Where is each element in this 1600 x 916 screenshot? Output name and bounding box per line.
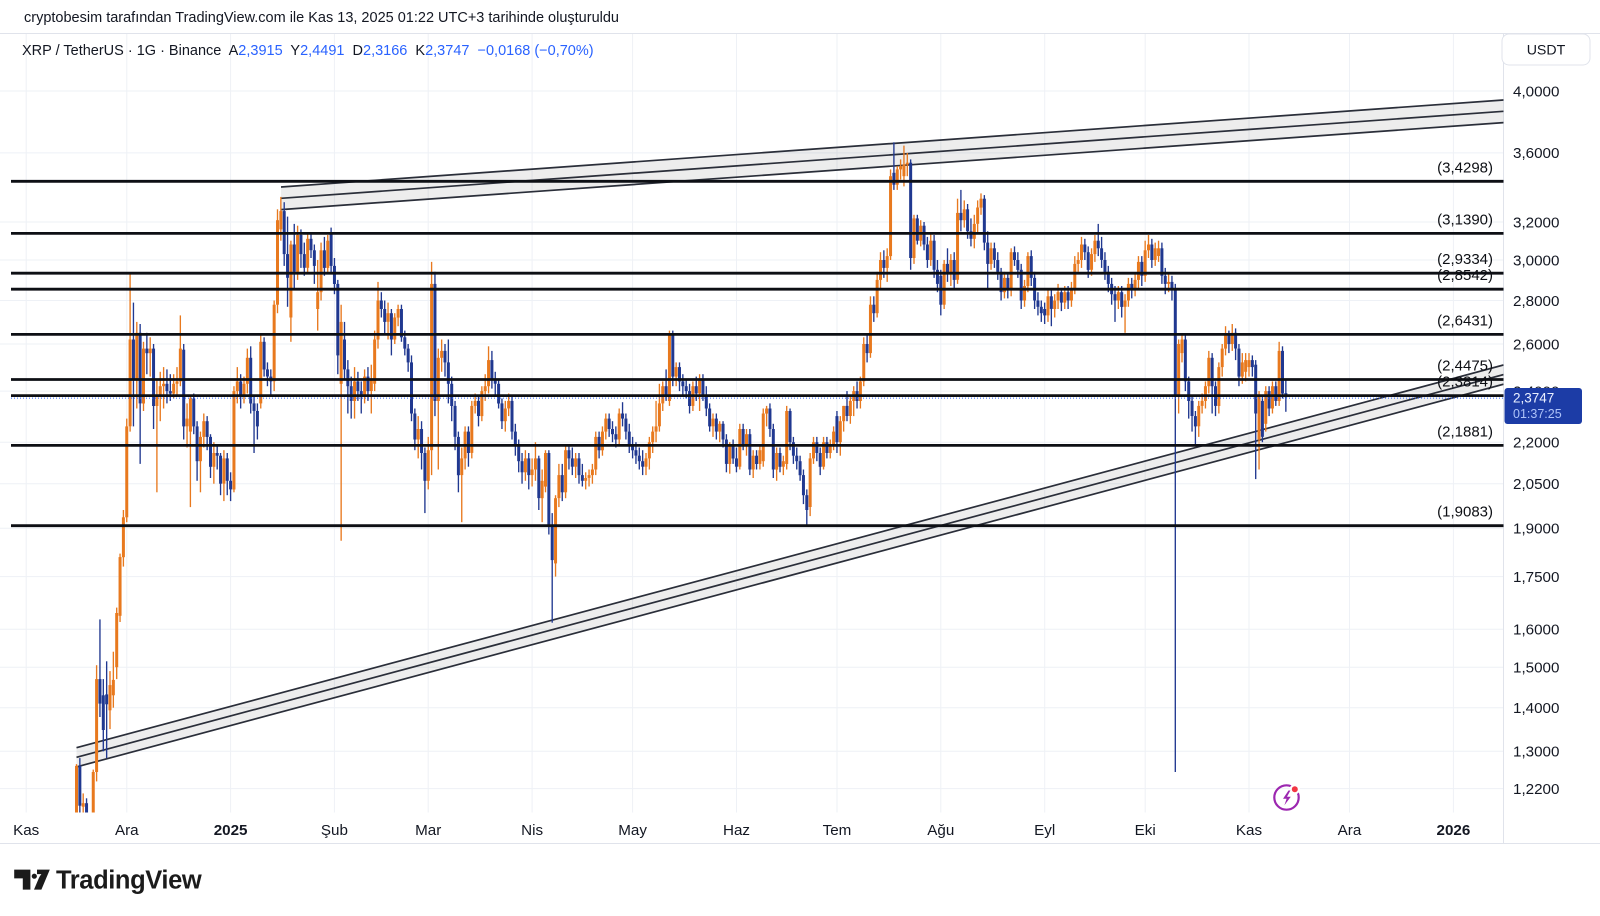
svg-text:(3,1390): (3,1390)	[1437, 211, 1493, 228]
svg-text:USDT: USDT	[1527, 43, 1566, 59]
svg-text:2026: 2026	[1437, 822, 1471, 839]
svg-text:2,3747: 2,3747	[1513, 391, 1554, 406]
svg-text:Tem: Tem	[823, 822, 852, 839]
svg-text:1,3000: 1,3000	[1513, 744, 1559, 761]
svg-text:TradingView: TradingView	[56, 867, 202, 895]
svg-text:Kas: Kas	[13, 822, 40, 839]
svg-text:cryptobesim tarafından Trading: cryptobesim tarafından TradingView.com i…	[24, 10, 619, 26]
svg-text:2025: 2025	[214, 822, 248, 839]
svg-text:01:37:25: 01:37:25	[1513, 407, 1562, 421]
svg-text:Eki: Eki	[1135, 822, 1156, 839]
svg-text:3,2000: 3,2000	[1513, 214, 1559, 231]
svg-text:2,6000: 2,6000	[1513, 336, 1559, 353]
svg-text:(2,8542): (2,8542)	[1437, 267, 1493, 284]
svg-text:3,6000: 3,6000	[1513, 145, 1559, 162]
svg-text:1,5000: 1,5000	[1513, 660, 1559, 677]
svg-text:Şub: Şub	[321, 822, 348, 839]
svg-text:(2,1881): (2,1881)	[1437, 423, 1493, 440]
svg-text:Eyl: Eyl	[1034, 822, 1055, 839]
svg-text:Kas: Kas	[1236, 822, 1263, 839]
svg-text:Ağu: Ağu	[927, 822, 954, 839]
svg-text:(3,4298): (3,4298)	[1437, 159, 1493, 176]
svg-text:XRP / TetherUS · 1G · Binance: XRP / TetherUS · 1G · Binance A2,3915 Y2…	[22, 43, 594, 59]
svg-text:(1,9083): (1,9083)	[1437, 504, 1493, 521]
svg-text:1,9000: 1,9000	[1513, 521, 1559, 538]
svg-text:2,8000: 2,8000	[1513, 293, 1559, 310]
svg-text:3,0000: 3,0000	[1513, 252, 1559, 269]
svg-text:Ara: Ara	[1338, 822, 1362, 839]
svg-text:Ara: Ara	[115, 822, 139, 839]
svg-text:Mar: Mar	[415, 822, 441, 839]
svg-text:1,6000: 1,6000	[1513, 622, 1559, 639]
svg-text:(2,6431): (2,6431)	[1437, 312, 1493, 329]
svg-text:Nis: Nis	[521, 822, 543, 839]
svg-text:(2,4475): (2,4475)	[1437, 358, 1493, 375]
svg-text:1,2200: 1,2200	[1513, 781, 1559, 798]
svg-text:1,7500: 1,7500	[1513, 569, 1559, 586]
svg-text:4,0000: 4,0000	[1513, 83, 1559, 100]
svg-text:(2,9334): (2,9334)	[1437, 251, 1493, 268]
svg-text:2,2000: 2,2000	[1513, 435, 1559, 452]
svg-text:Haz: Haz	[723, 822, 750, 839]
svg-text:2,0500: 2,0500	[1513, 476, 1559, 493]
svg-text:May: May	[618, 822, 647, 839]
svg-text:(2,3814): (2,3814)	[1437, 374, 1493, 391]
svg-text:1,4000: 1,4000	[1513, 700, 1559, 717]
